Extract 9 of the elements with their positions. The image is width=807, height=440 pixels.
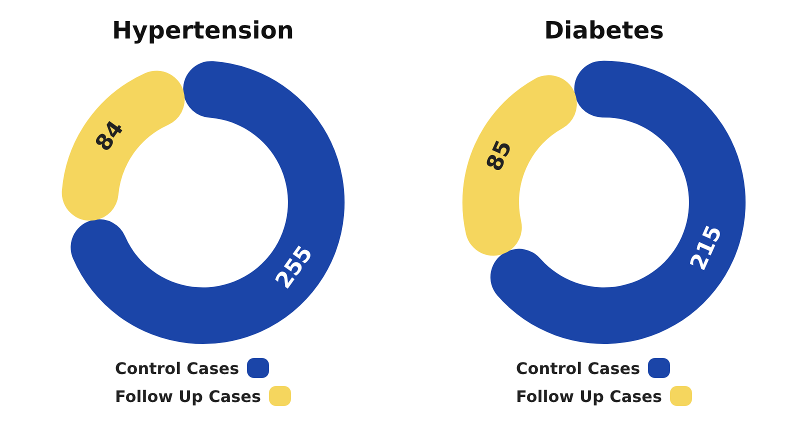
legend-label: Follow Up Cases (114, 386, 262, 406)
data-label: 215 (686, 222, 728, 274)
chart-title: Diabetes (544, 16, 664, 45)
data-label: 84 (90, 116, 130, 156)
data-label: 85 (482, 136, 518, 176)
chart-title: Hypertension (112, 16, 294, 45)
legend-label: Follow Up Cases (516, 386, 662, 406)
legend-label: Control Cases (114, 358, 240, 378)
legend-label: Control Cases (516, 358, 640, 378)
